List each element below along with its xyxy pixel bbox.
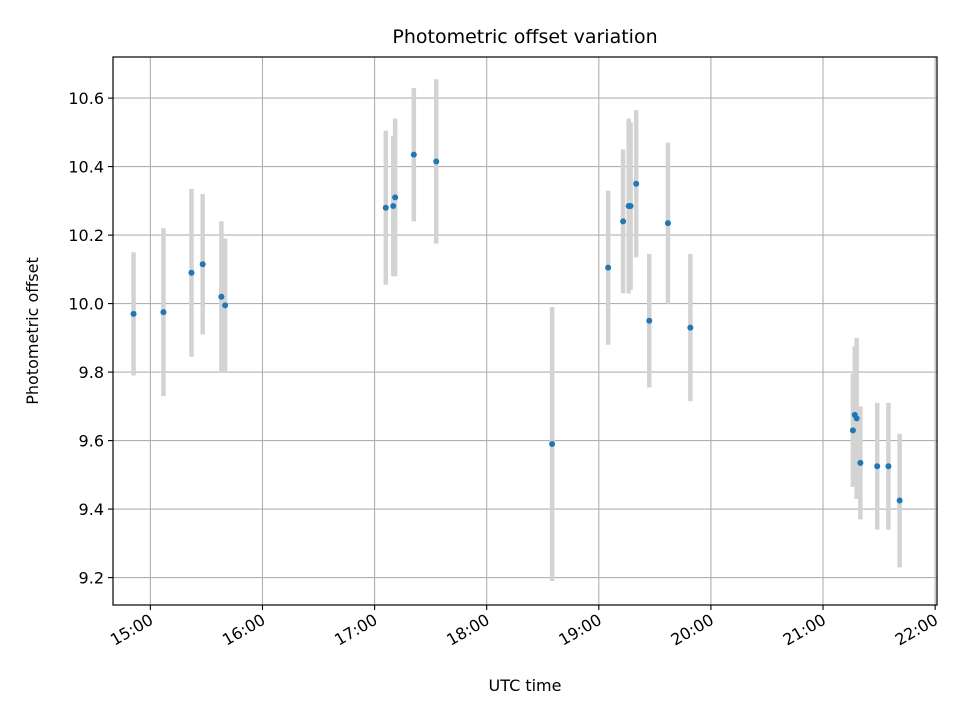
- data-point: [130, 310, 137, 317]
- y-tick-label: 9.8: [79, 363, 104, 382]
- y-tick-label: 9.2: [79, 569, 104, 588]
- y-tick-label: 10.4: [68, 158, 104, 177]
- data-point: [392, 194, 399, 201]
- x-axis-label: UTC time: [489, 676, 562, 695]
- data-point: [605, 264, 612, 271]
- y-tick-label: 9.4: [79, 500, 104, 519]
- data-point: [160, 309, 167, 316]
- data-point: [687, 324, 694, 331]
- data-point: [853, 415, 860, 422]
- data-point: [885, 463, 892, 470]
- data-point: [857, 459, 864, 466]
- data-points: [130, 151, 903, 504]
- data-point: [896, 497, 903, 504]
- data-point: [664, 220, 671, 227]
- data-point: [549, 441, 556, 448]
- chart-title: Photometric offset variation: [392, 26, 657, 48]
- data-point: [218, 293, 225, 300]
- plot-frame: [112, 56, 938, 606]
- data-point: [627, 202, 634, 209]
- y-axis: 9.2 9.4 9.6 9.8 10.0 10.2 10.4 10.6: [68, 89, 113, 588]
- data-point: [188, 269, 195, 276]
- data-point: [849, 427, 856, 434]
- data-point: [620, 218, 627, 225]
- y-axis-label: Photometric offset: [23, 257, 42, 405]
- data-point: [410, 151, 417, 158]
- data-point: [633, 180, 640, 187]
- data-point: [382, 204, 389, 211]
- y-tick-label: 10.0: [68, 295, 104, 314]
- data-point: [646, 317, 653, 324]
- data-point: [199, 261, 206, 268]
- data-point: [433, 158, 440, 165]
- y-tick-label: 9.6: [79, 432, 104, 451]
- data-point: [390, 202, 397, 209]
- y-tick-label: 10.6: [68, 89, 104, 108]
- data-point: [874, 463, 881, 470]
- y-tick-label: 10.2: [68, 226, 104, 245]
- data-point: [222, 302, 229, 309]
- grid: [113, 57, 937, 605]
